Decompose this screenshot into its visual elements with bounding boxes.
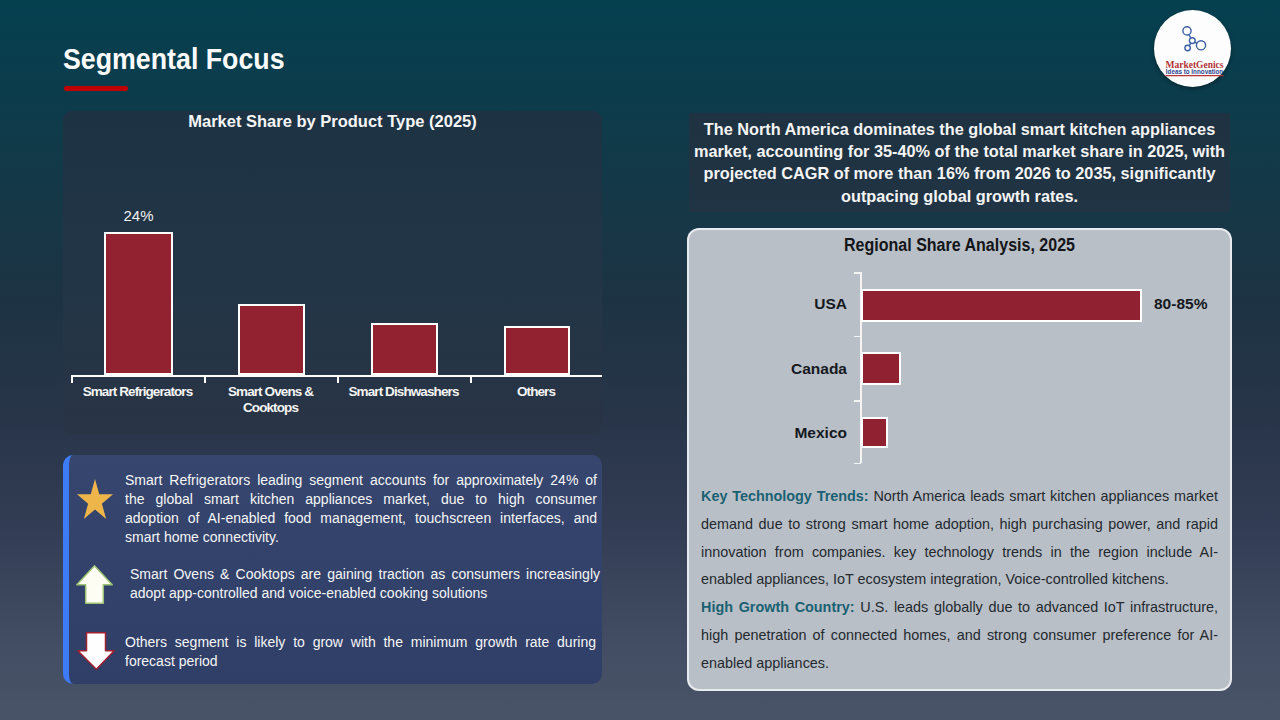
svg-text:Ideas to Innovation: Ideas to Innovation (1166, 68, 1224, 75)
